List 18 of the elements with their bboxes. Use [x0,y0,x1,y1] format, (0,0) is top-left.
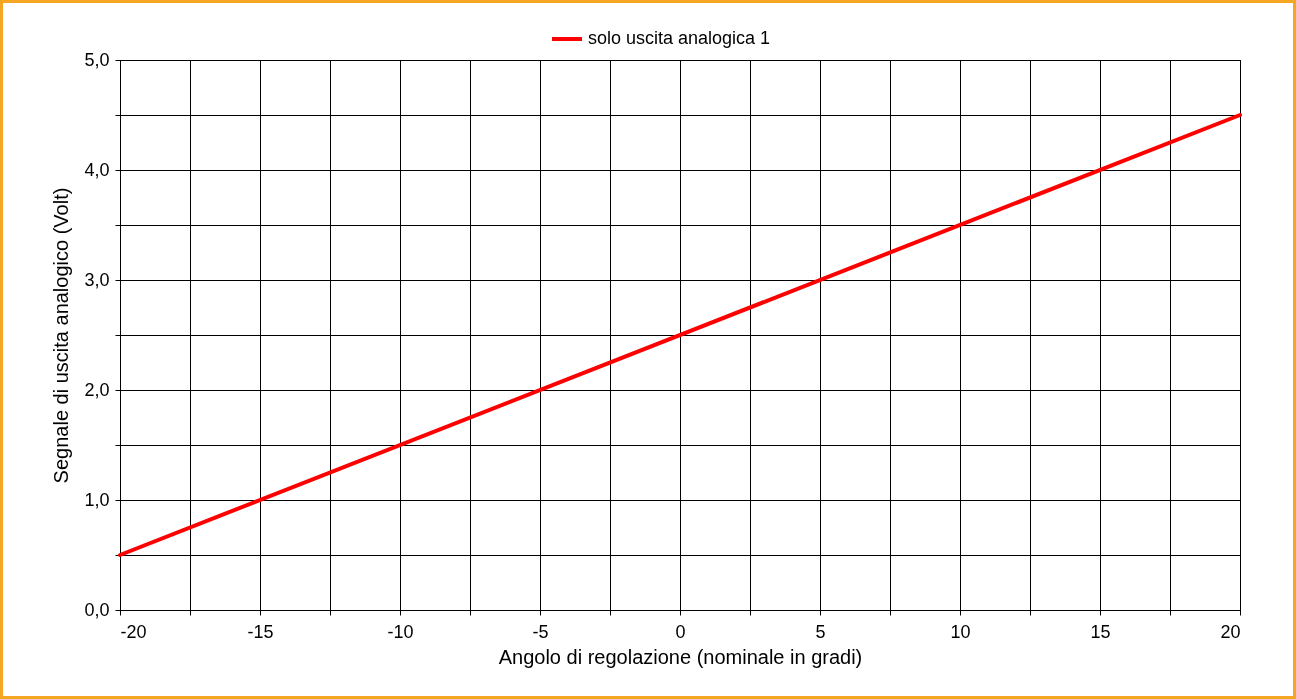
y-tick-label: 5,0 [84,49,110,70]
y-tick-label: 0,0 [84,599,110,620]
x-tick-label: 10 [950,621,971,642]
x-tick-label: 0 [675,621,686,642]
legend-label: solo uscita analogica 1 [588,28,771,48]
y-axis-title: Segnale di uscita analogico (Volt) [50,187,73,484]
x-tick-label: 15 [1090,621,1111,642]
x-tick-label: 5 [815,621,826,642]
x-tick-label: 20 [1220,621,1241,642]
y-tick-label: 4,0 [84,159,110,180]
x-tick-label: -20 [120,621,147,642]
x-tick-label: -10 [387,621,414,642]
x-axis-title: Angolo di regolazione (nominale in gradi) [498,645,863,668]
y-tick-label: 1,0 [84,489,110,510]
x-tick-label: -15 [247,621,274,642]
y-tick-label: 3,0 [84,269,110,290]
y-tick-label: 2,0 [84,379,110,400]
x-tick-label: -5 [532,621,549,642]
